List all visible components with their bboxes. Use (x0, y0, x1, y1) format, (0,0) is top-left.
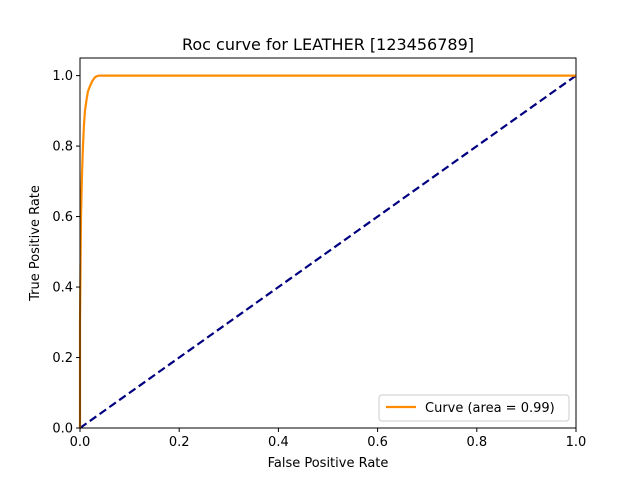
plot-frame (79, 57, 577, 429)
chance-diagonal-line (79, 74, 577, 429)
x-axis-title: False Positive Rate (268, 456, 389, 471)
x-tick-label: 0.6 (367, 435, 388, 450)
x-tick-label: 0.2 (169, 435, 190, 450)
series-layer (78, 74, 577, 429)
x-tick-label: 0.0 (70, 435, 91, 450)
roc-curve-line (78, 74, 576, 428)
y-tick-label: 1.0 (52, 69, 73, 84)
chart-title: Roc curve for LEATHER [123456789] (182, 35, 474, 54)
y-tick-label: 0.0 (52, 422, 73, 437)
y-tick-label: 0.6 (52, 210, 73, 225)
x-tick-label: 0.4 (268, 435, 289, 450)
y-tick-label: 0.2 (52, 351, 73, 366)
legend-label-roc: Curve (area = 0.99) (425, 401, 555, 416)
x-tick-label: 1.0 (566, 435, 587, 450)
y-tick-label: 0.8 (52, 140, 73, 155)
x-axis: 0.0 0.2 0.4 0.6 0.8 1.0 (70, 428, 587, 450)
y-tick-label: 0.4 (52, 281, 73, 296)
x-tick-label: 0.8 (466, 435, 487, 450)
y-axis-title: True Positive Rate (28, 185, 43, 302)
y-axis: 0.0 0.2 0.4 0.6 0.8 1.0 (52, 69, 80, 437)
legend-box (378, 394, 570, 422)
plot-area (80, 58, 576, 428)
legend: Curve (area = 0.99) (378, 394, 570, 422)
